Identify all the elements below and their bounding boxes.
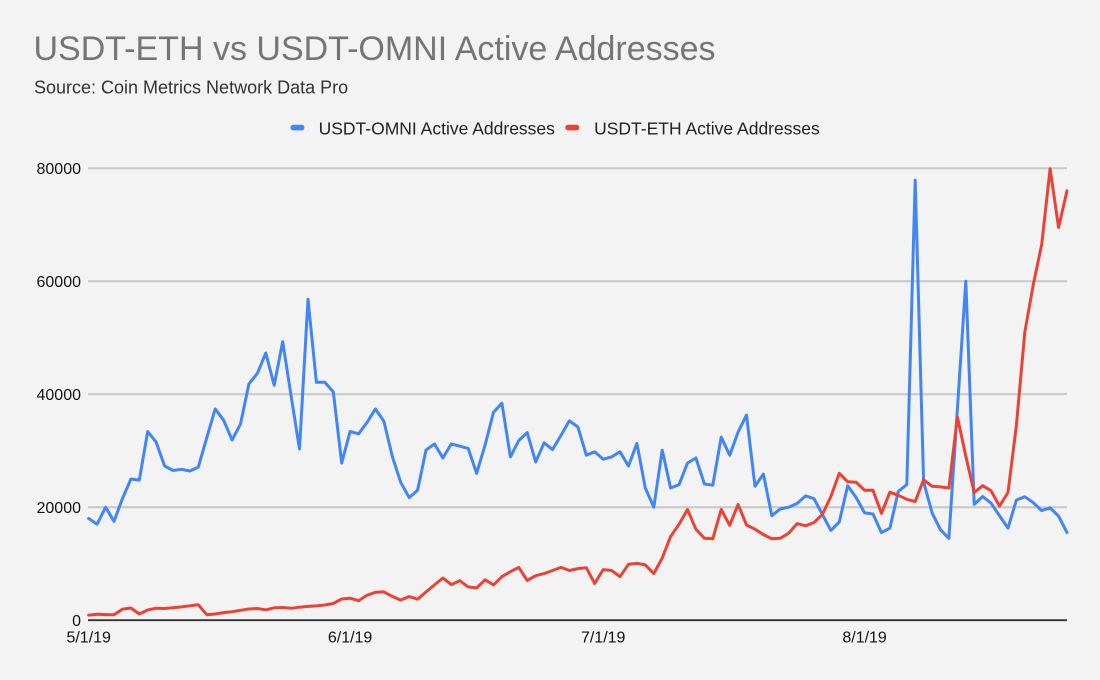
svg-text:20000: 20000 bbox=[37, 500, 82, 517]
svg-text:0: 0 bbox=[72, 613, 81, 630]
svg-text:USDT-ETH Active Addresses: USDT-ETH Active Addresses bbox=[594, 119, 820, 139]
svg-text:5/1/19: 5/1/19 bbox=[66, 630, 111, 647]
svg-text:8/1/19: 8/1/19 bbox=[842, 630, 887, 647]
svg-text:6/1/19: 6/1/19 bbox=[328, 630, 373, 647]
svg-text:USDT-OMNI Active Addresses: USDT-OMNI Active Addresses bbox=[319, 119, 556, 139]
svg-text:40000: 40000 bbox=[37, 387, 82, 404]
svg-text:USDT-ETH vs USDT-OMNI Active A: USDT-ETH vs USDT-OMNI Active Addresses bbox=[34, 30, 716, 68]
svg-text:Source: Coin Metrics Network D: Source: Coin Metrics Network Data Pro bbox=[34, 78, 348, 98]
svg-text:7/1/19: 7/1/19 bbox=[581, 630, 626, 647]
svg-text:80000: 80000 bbox=[37, 161, 82, 178]
svg-text:60000: 60000 bbox=[37, 274, 82, 291]
